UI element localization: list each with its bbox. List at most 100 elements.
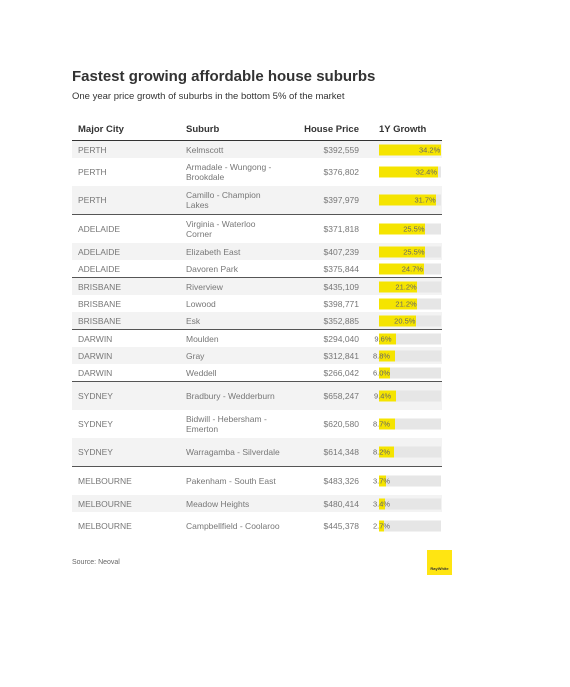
growth-track xyxy=(379,144,441,155)
growth-bar xyxy=(379,475,386,487)
suburb-cell: Davoren Park xyxy=(186,263,238,274)
growth-track xyxy=(379,281,441,292)
growth-label: 25.5% xyxy=(403,247,425,256)
price-cell: $445,378 xyxy=(323,521,359,531)
column-header: House Price xyxy=(304,124,359,135)
growth-label: 25.5% xyxy=(403,224,425,234)
growth-label: 6.0% xyxy=(373,368,391,377)
table-row: BRISBANE Lowood $398,771 21.2% xyxy=(72,295,442,312)
growth-track xyxy=(379,223,441,235)
city-cell: PERTH xyxy=(78,167,107,177)
suburb-cell: Pakenham - South East xyxy=(186,476,276,486)
suburb-cell: Esk xyxy=(186,315,201,326)
price-cell: $375,844 xyxy=(323,263,359,274)
growth-bar xyxy=(379,298,418,309)
logo-text: RayWhite xyxy=(430,566,449,571)
growth-track xyxy=(379,333,441,344)
suburb-cell: Weddell xyxy=(186,367,217,378)
price-cell: $480,414 xyxy=(323,498,359,509)
growth-bar xyxy=(379,390,397,402)
growth-bar xyxy=(379,498,386,509)
table-row: BRISBANE Riverview $435,109 21.2% xyxy=(72,277,442,295)
growth-label: 21.2% xyxy=(395,282,417,291)
table-row: PERTH Armadale - Wungong - Brookdale $376,… xyxy=(72,158,442,186)
growth-label: 32.4% xyxy=(415,167,438,177)
suburb-cell: Riverview xyxy=(186,281,223,292)
table-header: Major City Suburb House Price 1Y Growth xyxy=(72,120,442,141)
price-cell: $620,580 xyxy=(323,419,359,429)
growth-bar xyxy=(379,367,390,378)
price-cell: $266,042 xyxy=(323,367,359,378)
city-cell: MELBOURNE xyxy=(78,521,132,531)
growth-label: 9.6% xyxy=(374,334,392,343)
growth-track xyxy=(379,418,441,430)
growth-track xyxy=(379,446,441,458)
city-cell: ADELAIDE xyxy=(78,263,121,274)
table-row: SYDNEY Bradbury - Wedderburn $658,247 9.4% xyxy=(72,381,442,410)
subtitle: One year price growth of suburbs in the … xyxy=(72,91,345,102)
table-row: PERTH Kelmscott $392,559 34.2% xyxy=(72,141,442,158)
growth-track xyxy=(379,390,441,402)
growth-bar xyxy=(379,350,395,361)
table-row: MELBOURNE Meadow Heights $480,414 3.4% xyxy=(72,495,442,512)
growth-label: 21.2% xyxy=(395,299,417,308)
source: Source: Neoval xyxy=(72,559,120,566)
growth-label: 8.8% xyxy=(373,351,391,360)
suburb-cell: Campbellfield - Coolaroo xyxy=(186,521,280,531)
table-row: DARWIN Weddell $266,042 6.0% xyxy=(72,364,442,381)
table-row: BRISBANE Esk $352,885 20.5% xyxy=(72,312,442,329)
growth-label: 9.4% xyxy=(374,391,392,401)
price-cell: $352,885 xyxy=(323,315,359,326)
table-row: PERTH Camillo - Champion Lakes $397,979 31.… xyxy=(72,186,442,214)
growth-bar xyxy=(379,333,397,344)
price-cell: $407,239 xyxy=(323,246,359,257)
table-row: ADELAIDE Elizabeth East $407,239 25.5% xyxy=(72,243,442,260)
growth-bar xyxy=(379,418,395,430)
column-header: Suburb xyxy=(186,124,220,135)
suburb-cell: Armadale - Wungong - Brookdale xyxy=(186,162,272,182)
price-cell: $398,771 xyxy=(323,298,359,309)
suburb-cell: Elizabeth East xyxy=(186,246,241,257)
growth-label: 20.5% xyxy=(394,316,416,325)
growth-track xyxy=(379,263,441,274)
logo: RayWhite xyxy=(427,550,452,575)
suburb-cell: Bidwill - Hebersham - Emerton xyxy=(186,414,267,434)
city-cell: PERTH xyxy=(78,195,107,205)
growth-bar xyxy=(379,263,424,274)
growth-bar xyxy=(379,281,418,292)
table-row: SYDNEY Bidwill - Hebersham - Emerton $620,… xyxy=(72,410,442,438)
city-cell: SYDNEY xyxy=(78,447,113,457)
growth-track xyxy=(379,166,441,178)
growth-label: 31.7% xyxy=(414,195,436,205)
growth-track xyxy=(379,350,441,361)
column-header: 1Y Growth xyxy=(379,124,427,135)
growth-bar xyxy=(379,194,437,206)
growth-bar xyxy=(379,144,441,155)
suburb-cell: Bradbury - Wedderburn xyxy=(186,391,275,401)
growth-track xyxy=(379,315,441,326)
title: Fastest growing affordable house suburbs xyxy=(72,68,376,85)
city-cell: BRISBANE xyxy=(78,298,121,309)
price-cell: $371,818 xyxy=(323,224,359,234)
city-cell: SYDNEY xyxy=(78,419,113,429)
suburb-cell: Moulden xyxy=(186,333,219,344)
growth-bar xyxy=(379,246,426,257)
price-cell: $392,559 xyxy=(323,144,359,155)
growth-track xyxy=(379,298,441,309)
growth-bar xyxy=(379,520,384,532)
city-cell: DARWIN xyxy=(78,367,113,378)
growth-track xyxy=(379,475,441,487)
city-cell: MELBOURNE xyxy=(78,498,132,509)
growth-track xyxy=(379,498,441,509)
suburb-cell: Warragamba - Silverdale xyxy=(186,447,280,457)
price-cell: $658,247 xyxy=(323,391,359,401)
growth-bar xyxy=(379,315,417,326)
city-cell: SYDNEY xyxy=(78,391,113,401)
suburb-cell: Kelmscott xyxy=(186,144,224,155)
city-cell: PERTH xyxy=(78,144,107,155)
growth-label: 3.7% xyxy=(373,476,391,486)
suburb-cell: Gray xyxy=(186,350,205,361)
growth-label: 24.7% xyxy=(401,264,424,273)
price-cell: $294,040 xyxy=(323,333,359,344)
